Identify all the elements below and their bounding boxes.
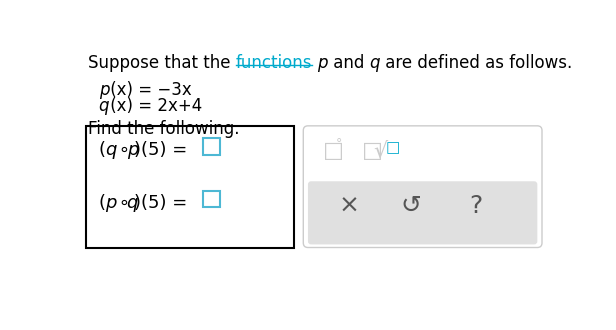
Text: q: q bbox=[127, 194, 138, 212]
Text: ∘: ∘ bbox=[113, 141, 136, 159]
Text: q: q bbox=[105, 141, 116, 159]
Text: ×: × bbox=[339, 194, 360, 217]
Text: Find the following.: Find the following. bbox=[88, 120, 240, 139]
FancyBboxPatch shape bbox=[303, 126, 542, 248]
Text: (x) = 2x+4: (x) = 2x+4 bbox=[105, 97, 202, 116]
Text: □: □ bbox=[386, 140, 400, 155]
Text: °: ° bbox=[336, 137, 342, 149]
Text: p: p bbox=[127, 141, 138, 159]
Text: □: □ bbox=[362, 141, 383, 161]
Text: ↺: ↺ bbox=[401, 194, 422, 217]
Text: √: √ bbox=[373, 141, 387, 161]
Text: q: q bbox=[99, 97, 109, 116]
Text: ?: ? bbox=[469, 194, 482, 217]
Bar bbox=[86, 126, 294, 248]
FancyBboxPatch shape bbox=[308, 181, 537, 245]
Text: are defined as follows.: are defined as follows. bbox=[380, 54, 572, 72]
Text: p: p bbox=[317, 54, 328, 72]
Text: □: □ bbox=[323, 141, 344, 161]
Text: p: p bbox=[105, 194, 116, 212]
Text: and: and bbox=[328, 54, 370, 72]
Text: q: q bbox=[370, 54, 380, 72]
Text: p: p bbox=[99, 81, 109, 99]
Bar bbox=[203, 138, 219, 155]
Text: Suppose that the: Suppose that the bbox=[88, 54, 235, 72]
Text: ∘: ∘ bbox=[113, 194, 136, 212]
Text: )(5) =: )(5) = bbox=[134, 194, 193, 212]
Text: functions: functions bbox=[235, 54, 312, 72]
Bar bbox=[203, 190, 219, 208]
Text: (: ( bbox=[99, 141, 106, 159]
Text: )(5) =: )(5) = bbox=[134, 141, 193, 159]
Text: (x) = −3x: (x) = −3x bbox=[105, 81, 192, 99]
Text: (: ( bbox=[99, 194, 106, 212]
